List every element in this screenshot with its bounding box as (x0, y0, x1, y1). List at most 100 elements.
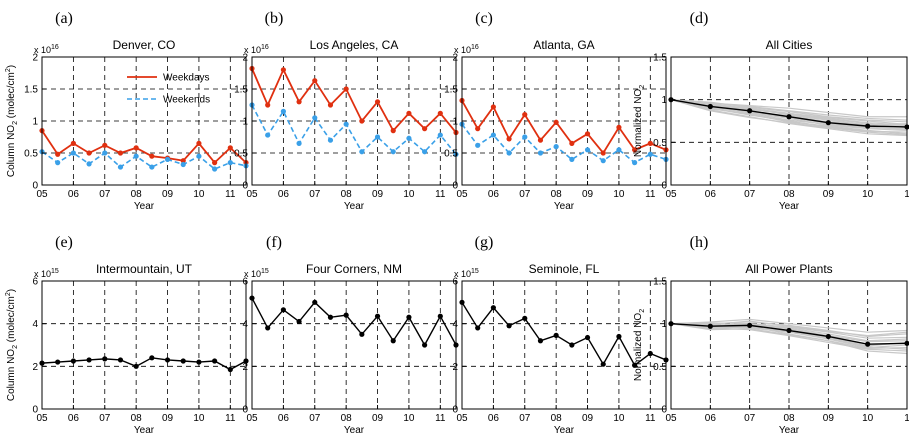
x-axis-label: Year (134, 425, 155, 436)
y-tick-label: 2 (452, 362, 458, 373)
data-point (707, 103, 713, 110)
data-point (584, 131, 591, 137)
plot-frame (41, 280, 247, 410)
x-tick-label: 1 (904, 189, 909, 200)
data-point (212, 166, 218, 172)
data-point (506, 150, 512, 156)
x-tick-label: 05 (665, 189, 677, 200)
y-tick-label: 1 (32, 117, 38, 128)
y-tick-label: 4 (32, 319, 38, 330)
x-tick-label: 08 (551, 413, 563, 424)
data-point (164, 357, 171, 363)
y-tick-label: 0.5 (653, 138, 667, 149)
data-point (149, 355, 155, 361)
data-point (584, 334, 591, 341)
y-tick-label: 6 (242, 277, 248, 288)
x-tick-label: 05 (456, 413, 468, 424)
data-point (180, 158, 186, 164)
data-point (212, 160, 218, 166)
data-point (327, 102, 334, 108)
x-tick-label: 06 (278, 189, 290, 200)
data-point (537, 137, 544, 143)
x-tick-label: 05 (36, 189, 48, 200)
panel-title: Atlanta, GA (533, 38, 594, 52)
x-tick-label: 10 (862, 189, 874, 200)
x-tick-label: 10 (613, 189, 625, 200)
data-point (553, 119, 559, 125)
data-point (786, 327, 792, 334)
y-tick-label: 1.5 (234, 85, 248, 96)
data-point (390, 149, 396, 155)
data-point (227, 145, 233, 151)
x-tick-label: 06 (488, 189, 500, 200)
x-tick-label: 06 (705, 189, 717, 200)
axis-multiplier: x 1016 (454, 44, 479, 55)
x-tick-label: 09 (372, 413, 384, 424)
data-point (359, 118, 365, 124)
data-point (133, 145, 139, 151)
data-point (55, 151, 61, 157)
x-axis-label: Year (779, 201, 800, 212)
y-tick-label: 0 (242, 405, 248, 416)
y-tick-label: 2 (242, 53, 248, 64)
y-tick-label: 6 (452, 277, 458, 288)
data-point (616, 333, 622, 340)
y-tick-label: 4 (242, 319, 248, 330)
data-point (825, 120, 831, 126)
data-point (86, 357, 92, 363)
y-tick-label: 0 (452, 405, 458, 416)
data-point (296, 99, 302, 105)
axis-multiplier: x 1016 (244, 44, 269, 55)
x-tick-label: 09 (823, 189, 835, 200)
y-tick-label: 6 (32, 277, 38, 288)
data-point (616, 147, 622, 153)
data-point (102, 356, 108, 362)
x-tick-label: 07 (309, 413, 321, 424)
data-point (280, 108, 286, 114)
background-series-line (670, 99, 908, 121)
data-point (406, 110, 412, 116)
legend: Weekdays Weekends (127, 73, 210, 106)
data-point (584, 147, 591, 153)
x-tick-label: 09 (372, 189, 384, 200)
panel-title: Four Corners, NM (306, 262, 402, 276)
x-axis-label: Year (344, 425, 365, 436)
data-point (786, 114, 792, 120)
x-tick-label: 06 (68, 413, 80, 424)
data-point (296, 318, 302, 325)
background-series-line (670, 322, 908, 339)
data-point (327, 137, 334, 143)
y-tick-label: 1.5 (653, 277, 667, 288)
data-point (102, 142, 108, 148)
data-point (490, 305, 496, 311)
background-series-line (670, 99, 908, 136)
data-point (196, 153, 202, 159)
panel-label: (c) (475, 10, 493, 27)
y-tick-label: 0 (661, 405, 667, 416)
x-tick-label: 09 (162, 413, 174, 424)
data-point (343, 121, 349, 127)
data-point (102, 150, 108, 156)
x-tick-label: 10 (613, 413, 625, 424)
data-point (422, 342, 428, 348)
data-point (117, 357, 124, 363)
x-tick-label: 10 (403, 413, 415, 424)
data-point (437, 132, 443, 138)
x-tick-label: 11 (435, 413, 446, 424)
series-line-weekdays (41, 130, 247, 164)
data-point (180, 358, 186, 364)
series-line-weekends (461, 123, 667, 164)
data-point (390, 128, 396, 134)
data-point (212, 358, 218, 364)
x-tick-label: 07 (744, 413, 756, 424)
data-point (569, 156, 575, 162)
data-point (149, 153, 155, 159)
data-point (280, 307, 286, 313)
x-tick-label: 06 (705, 413, 717, 424)
axis-multiplier: x 1016 (34, 44, 59, 55)
